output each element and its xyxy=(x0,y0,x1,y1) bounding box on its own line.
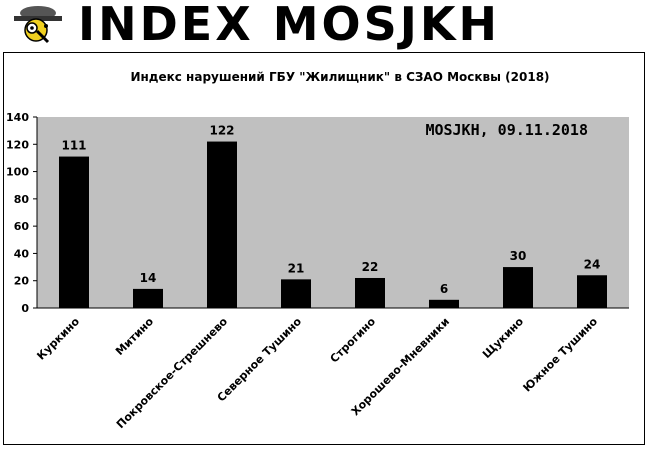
y-ticks: 0 20 40 60 80 100 120 140 xyxy=(6,111,37,315)
bar xyxy=(355,277,385,308)
data-label: 122 xyxy=(209,124,234,138)
data-label: 22 xyxy=(362,260,379,274)
bar xyxy=(59,156,89,308)
category-labels: Куркино МитиноПокровское-СтрешневоСеверно… xyxy=(34,315,600,431)
bar xyxy=(133,288,163,308)
data-label: 6 xyxy=(440,282,448,296)
chart-title: Индекс нарушений ГБУ "Жилищник" в СЗАО М… xyxy=(130,70,549,84)
category-label: Строгино xyxy=(328,315,379,366)
y-tick-label: 0 xyxy=(21,302,29,315)
category-label: Куркино xyxy=(34,315,82,363)
detective-magnifier-icon xyxy=(14,6,62,44)
data-label: 111 xyxy=(61,139,86,153)
category-label: Северное Тушино xyxy=(215,315,305,405)
y-tick-label: 20 xyxy=(14,275,30,288)
header-banner: INDEX MOSJKH xyxy=(0,0,650,50)
bar xyxy=(207,141,237,308)
category-label: Щукино xyxy=(480,315,526,361)
data-label: 30 xyxy=(510,249,527,263)
y-tick-label: 100 xyxy=(6,166,29,179)
data-label: 14 xyxy=(140,271,157,285)
bar xyxy=(503,267,533,308)
y-tick-label: 80 xyxy=(14,193,30,206)
bar xyxy=(429,299,459,308)
y-tick-label: 120 xyxy=(6,138,29,151)
brand-title: INDEX MOSJKH xyxy=(78,0,500,51)
data-labels: 111 14 122 21 22 6 30 24 xyxy=(61,124,600,296)
category-label: Митино xyxy=(113,315,156,358)
category-label: Южное Тушино xyxy=(521,315,601,395)
bar xyxy=(577,275,607,308)
bar xyxy=(281,279,311,308)
data-label: 24 xyxy=(584,257,601,271)
y-tick-label: 40 xyxy=(14,247,30,260)
y-tick-label: 140 xyxy=(6,111,29,124)
bars xyxy=(59,141,607,308)
chart-annotation: MOSJKH, 09.11.2018 xyxy=(425,121,588,139)
plot-area xyxy=(37,117,629,308)
y-tick-label: 60 xyxy=(14,220,30,233)
data-label: 21 xyxy=(288,261,305,275)
